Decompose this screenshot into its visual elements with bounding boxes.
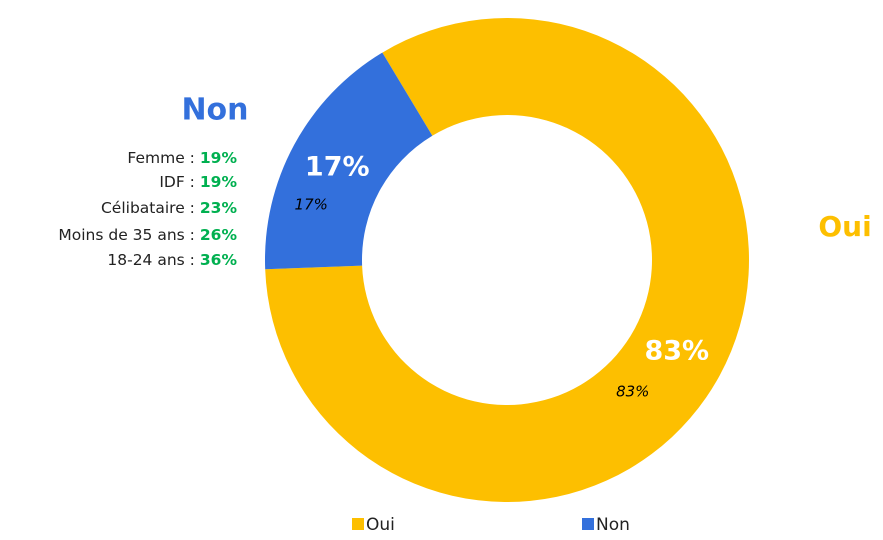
data-label-secondary: 17% <box>295 196 328 214</box>
breakdown-value: 23% <box>200 199 238 217</box>
breakdown-label: Moins de 35 ans : <box>58 226 195 244</box>
donut-slice <box>265 52 433 270</box>
data-label: 83% <box>644 335 709 366</box>
data-label: 17% <box>305 152 370 183</box>
breakdown-label: 18-24 ans : <box>107 251 195 269</box>
oui-title: Oui <box>818 210 871 243</box>
breakdown-label: Célibataire : <box>101 199 195 217</box>
breakdown-line: Femme : 19% <box>127 149 237 167</box>
breakdown-value: 19% <box>200 149 238 167</box>
legend-label: Non <box>596 515 630 535</box>
non-title: Non <box>181 93 248 128</box>
breakdown-value: 36% <box>200 251 238 269</box>
breakdown-line: 18-24 ans : 36% <box>107 251 237 269</box>
donut-slice <box>265 18 749 502</box>
breakdown-line: IDF : 19% <box>159 173 237 191</box>
breakdown-value: 19% <box>200 173 238 191</box>
legend-swatch <box>582 518 594 530</box>
breakdown-label: IDF : <box>159 173 195 191</box>
breakdown-value: 26% <box>200 226 238 244</box>
breakdown-line: Moins de 35 ans : 26% <box>58 226 237 244</box>
breakdown-label: Femme : <box>127 149 195 167</box>
breakdown-line: Célibataire : 23% <box>101 199 237 217</box>
data-label-secondary: 83% <box>616 382 649 400</box>
legend-label: Oui <box>366 515 395 535</box>
legend-swatch <box>352 518 364 530</box>
